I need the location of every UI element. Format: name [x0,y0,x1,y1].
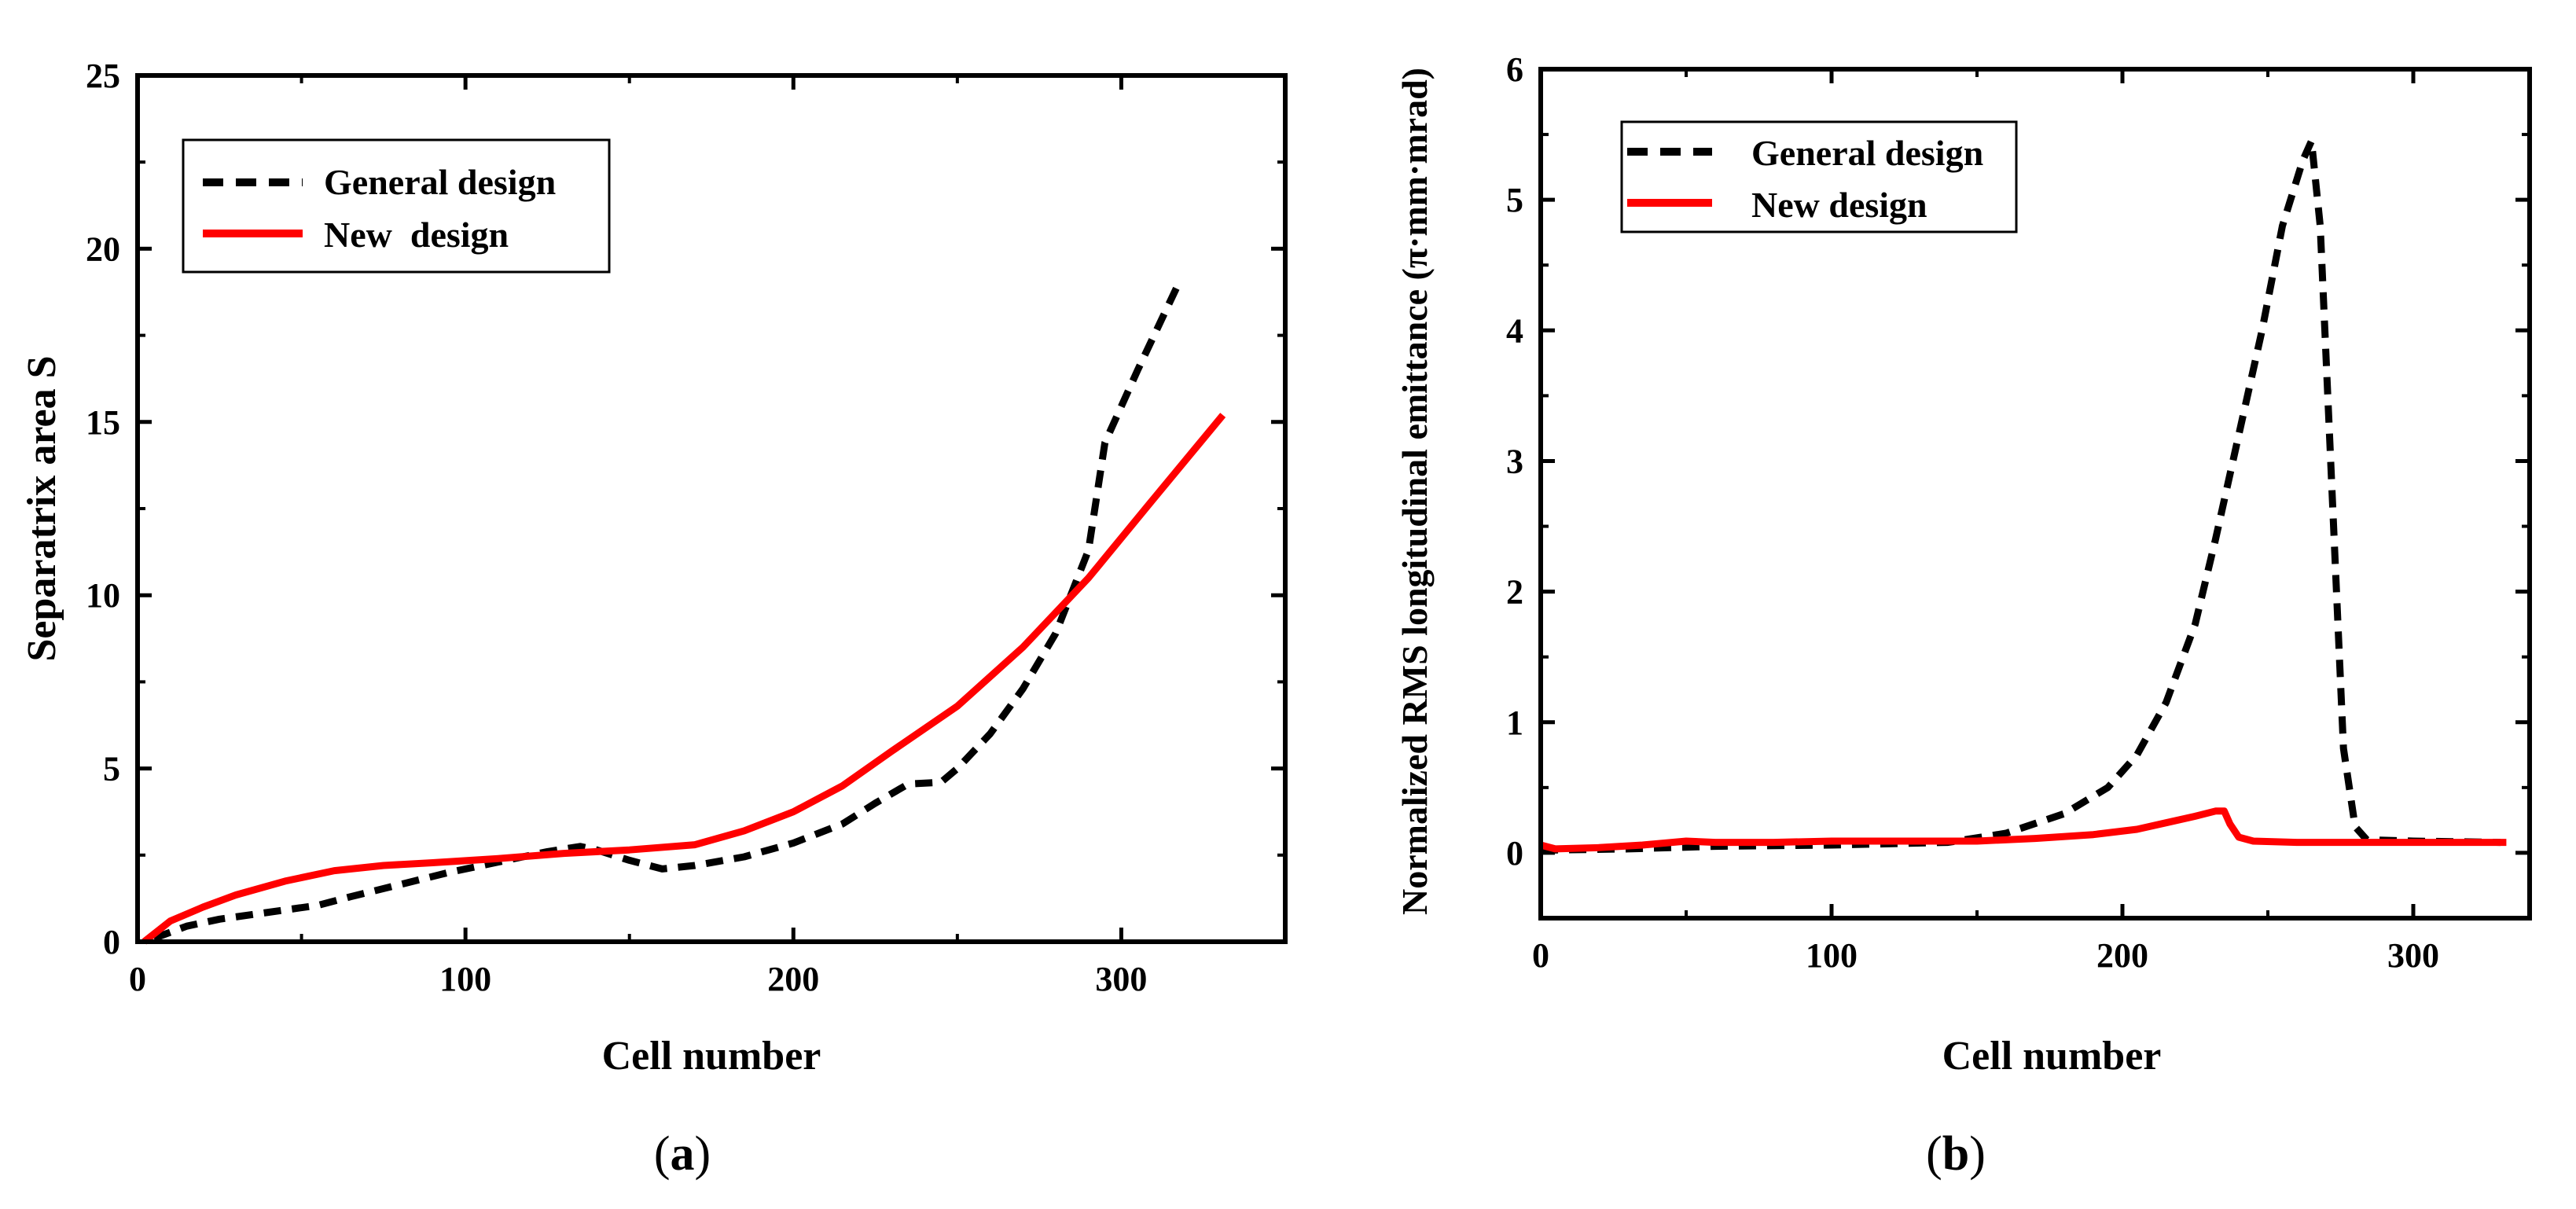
chart-a-xlabel: Cell number [602,1034,821,1079]
chart-b-series [1539,137,2507,854]
chart-a-ytick-label: 15 [86,403,120,442]
chart-b-xlabel: Cell number [1942,1034,2162,1079]
chart-a-ytick-label: 20 [86,230,120,268]
chart-b-ytick-label: 0 [1506,834,1523,873]
chart-b-legend-label-new: New design [1751,185,1927,225]
chart-b-ylabel: Normalized RMS longitudinal emittance (π… [1395,68,1435,915]
chart-b-plot-frame [1538,67,2532,921]
chart-b-legend-box [1620,120,2018,233]
chart-a-ytick-label: 10 [86,576,120,615]
chart-a-xtick-label: 100 [439,960,491,998]
chart-a-caption-letter: a [671,1127,695,1181]
chart-b-ytick-label: 3 [1506,442,1523,480]
chart-b-caption: (b) [1926,1127,1986,1181]
chart-a-plot-frame [135,73,1288,944]
chart-b-ytick-label: 6 [1506,50,1523,89]
chart-b: 0 100 200 300 0 1 2 3 4 5 6 Cell number Normalized… [1395,50,2532,1181]
chart-b-ytick-label: 1 [1506,704,1523,742]
chart-b-xtick-label: 300 [2387,936,2439,975]
chart-a-ytick-label: 0 [103,923,120,961]
chart-a-ytick-label: 25 [86,57,120,95]
chart-a-caption: (a) [654,1127,711,1181]
chart-b-xtick-label: 200 [2096,936,2148,975]
chart-b-legend-label-general: General design [1751,133,1983,173]
chart-b-series-general-design-line [1540,137,2501,854]
chart-b-ytick-label: 2 [1506,573,1523,612]
chart-a-series-new-design-line [141,413,1226,945]
chart-a-legend-label-new: New design [324,215,509,255]
chart-a-series-general-design-line [153,285,1181,942]
chart-a-legend-box [182,138,611,274]
chart-a-series [141,285,1226,945]
chart-a-ylabel: Separatrix area S [20,356,64,662]
chart-b-series-new-design-line [1539,807,2507,853]
chart-a-xtick-label: 0 [129,960,146,998]
chart-b-legend: General design New design [1620,120,2018,233]
chart-b-ytick-label: 4 [1506,311,1523,350]
chart-b-xtick-label: 0 [1532,936,1549,975]
chart-b-xtick-label: 100 [1806,936,1858,975]
chart-a-legend-label-general: General design [324,162,556,202]
chart-a-xtick-label: 200 [767,960,819,998]
chart-a-xtick-label: 300 [1095,960,1147,998]
chart-b-caption-letter: b [1942,1127,1969,1181]
chart-a: 0 100 200 300 0 5 10 15 20 25 Cell number Separat… [20,57,1288,1181]
chart-b-ytick-label: 5 [1506,181,1523,219]
chart-a-legend: General design New design [182,138,611,274]
chart-a-ytick-label: 5 [103,750,120,788]
